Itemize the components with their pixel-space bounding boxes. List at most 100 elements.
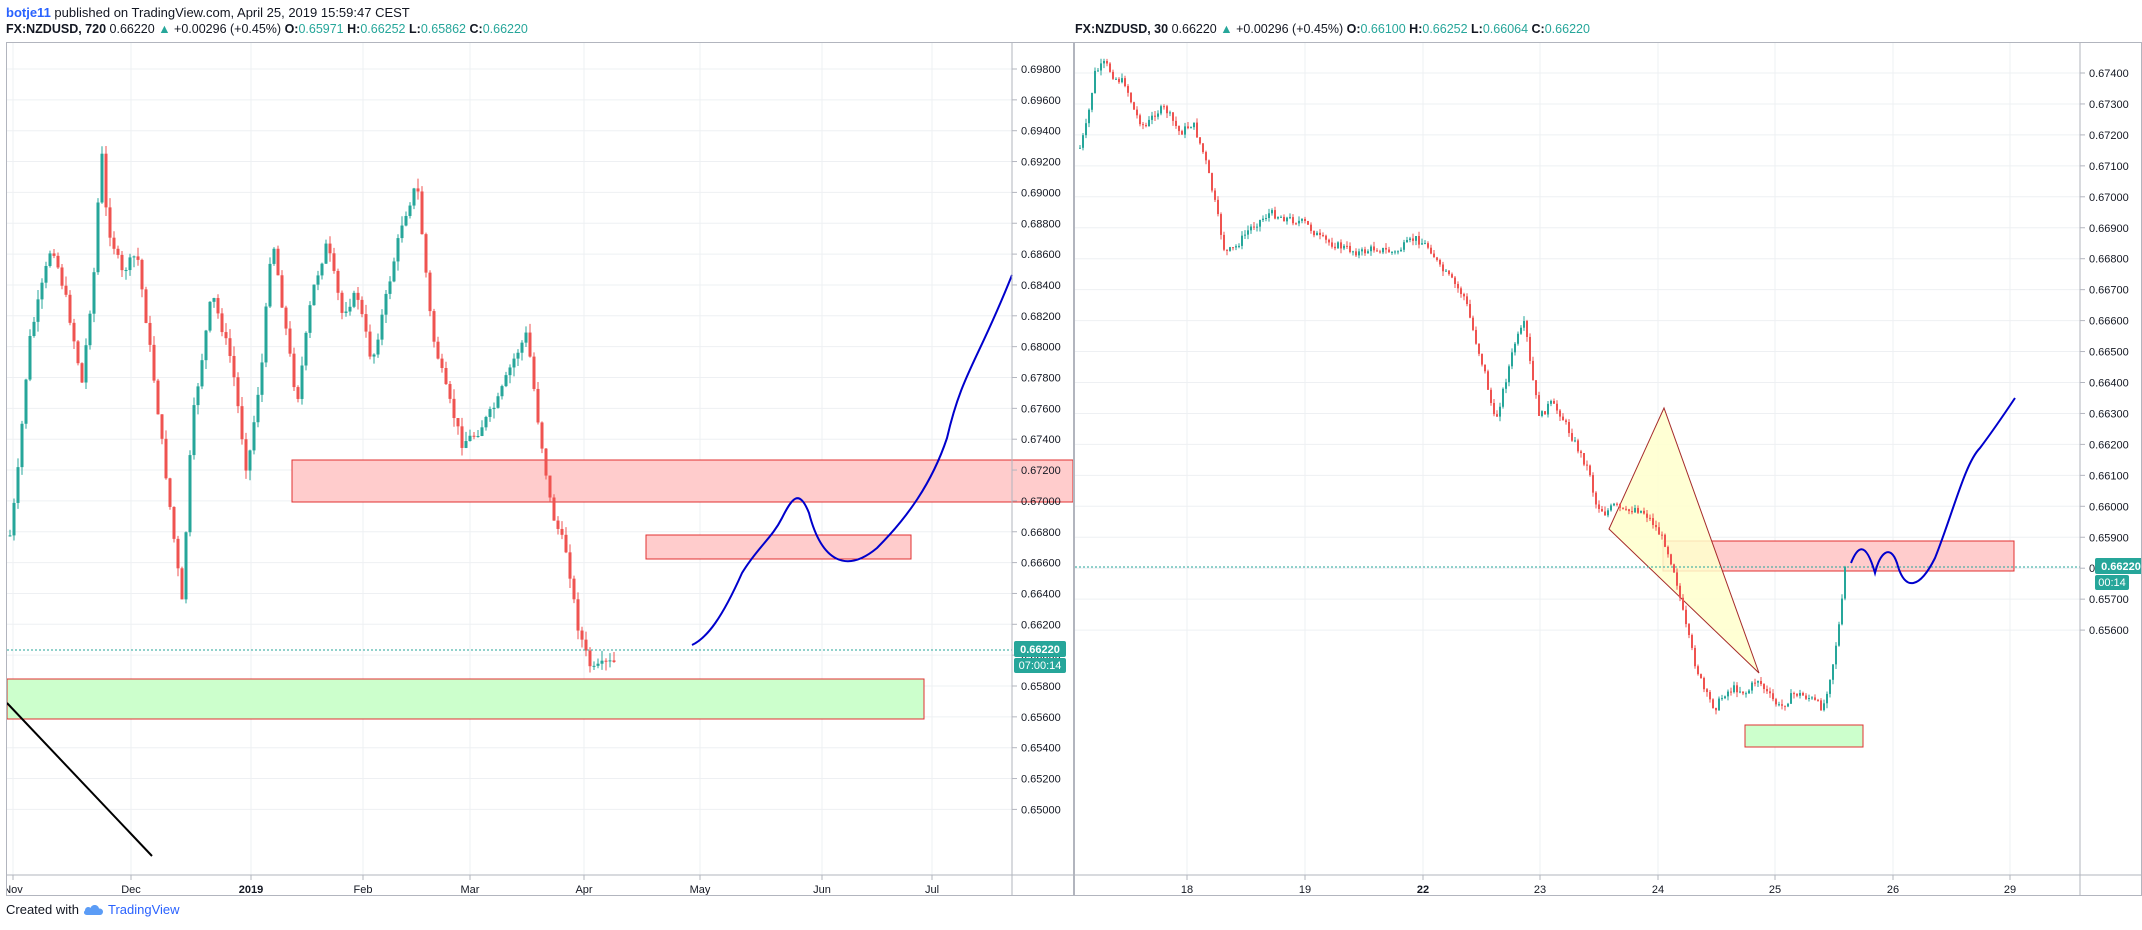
left-chart-panel[interactable]: 0.69800 0.69600 0.69400 0.69200 0.69000 0.688… xyxy=(3,42,1074,896)
right-price-tag xyxy=(2095,558,2142,574)
left-chart-canvas[interactable]: 0.69800 0.69600 0.69400 0.69200 0.69000 0.688… xyxy=(3,43,1074,896)
candle-body xyxy=(568,552,572,579)
candle-body xyxy=(1295,223,1297,225)
candle-body xyxy=(1499,406,1501,417)
candle-body xyxy=(1553,400,1555,404)
candle-body xyxy=(1541,411,1543,416)
candle-body xyxy=(464,441,468,448)
candle-body xyxy=(1571,433,1573,441)
candle-body xyxy=(1616,503,1618,505)
right-symbol[interactable]: FX:NZDUSD, 30 xyxy=(1075,22,1169,36)
time-tick-label: Jun xyxy=(813,884,831,895)
candle-body xyxy=(1565,420,1567,423)
candle-body xyxy=(1196,122,1198,138)
candle-body xyxy=(1331,242,1333,247)
right-chart-canvas[interactable]: 0.67400 0.67300 0.67200 0.67100 0.67000 0.669… xyxy=(1075,43,2142,896)
candle-body xyxy=(1220,214,1222,235)
candle-body xyxy=(1388,249,1390,253)
candle-body xyxy=(1082,135,1084,148)
candle-body xyxy=(1697,666,1699,675)
candle-body xyxy=(224,332,228,339)
candle-body xyxy=(1334,246,1336,249)
candle-body xyxy=(512,358,516,368)
candle-body xyxy=(1799,692,1801,696)
candle-body xyxy=(1535,380,1537,396)
candle-body xyxy=(256,394,260,423)
candle-body xyxy=(1139,115,1141,125)
candle-body xyxy=(1523,321,1525,328)
price-tick-label: 0.69000 xyxy=(1021,187,1061,199)
price-tick-label: 0.68400 xyxy=(1021,280,1061,292)
candle-body xyxy=(1550,400,1552,404)
candle-body xyxy=(600,660,604,664)
time-tick-label: 29 xyxy=(2004,884,2016,895)
left-time-axis[interactable]: Nov Dec 2019 Feb Mar Apr May Jun Jul xyxy=(3,875,939,896)
left-trend-line[interactable] xyxy=(6,702,153,857)
candle-body xyxy=(1529,336,1531,361)
candle-body xyxy=(1280,216,1282,218)
left-chart-legend: FX:NZDUSD, 720 0.66220 ▲ +0.00296 (+0.45… xyxy=(6,22,528,36)
candle-body xyxy=(1226,249,1228,251)
candle-body xyxy=(1094,70,1096,94)
right-chart-panel[interactable]: 0.67400 0.67300 0.67200 0.67100 0.67000 0.669… xyxy=(1074,42,2142,896)
price-tick-label: 0.66600 xyxy=(1021,558,1061,570)
candle-body xyxy=(1142,124,1144,126)
candle-body xyxy=(324,243,328,264)
resistance-zone[interactable] xyxy=(1662,540,2015,572)
candle-body xyxy=(1316,232,1318,236)
author-link[interactable]: botje11 xyxy=(6,5,51,20)
right-countdown-tag xyxy=(2095,575,2129,590)
candle-body xyxy=(524,332,528,343)
candle-body xyxy=(1682,597,1684,610)
left-symbol[interactable]: FX:NZDUSD, 720 xyxy=(6,22,107,36)
candle-body xyxy=(1748,690,1750,694)
candle-body xyxy=(120,254,124,271)
candle-body xyxy=(1418,236,1420,245)
resistance-zone-lower[interactable] xyxy=(645,534,912,560)
support-zone[interactable] xyxy=(6,678,925,720)
resistance-zone-upper[interactable] xyxy=(291,459,1074,503)
candle-body xyxy=(1154,115,1156,117)
right-time-axis[interactable]: 18 19 22 23 24 25 26 29 xyxy=(1181,875,2016,896)
candle-body xyxy=(1394,251,1396,253)
candle-body xyxy=(1838,624,1840,646)
left-close: 0.66220 xyxy=(482,22,528,36)
candle-body xyxy=(164,438,168,479)
left-projection-path[interactable] xyxy=(691,274,1013,646)
support-zone[interactable] xyxy=(1744,724,1864,748)
candle-body xyxy=(188,455,192,533)
candle-body xyxy=(348,306,352,312)
price-tick-label: 0.66900 xyxy=(2089,223,2129,235)
candle-body xyxy=(564,534,568,553)
candle-body xyxy=(1643,510,1645,514)
candle-body xyxy=(1217,199,1219,215)
candle-body xyxy=(192,405,196,456)
price-tick-label: 0.66500 xyxy=(2089,347,2129,359)
candle-body xyxy=(212,298,216,302)
candle-body xyxy=(1157,113,1159,117)
tradingview-brand-link[interactable]: TradingView xyxy=(108,902,180,917)
candle-body xyxy=(1841,598,1843,625)
left-high: 0.66252 xyxy=(360,22,406,36)
candle-body xyxy=(416,188,420,192)
price-tick-label: 0.66800 xyxy=(2089,254,2129,266)
candle-body xyxy=(1109,63,1111,72)
candle-body xyxy=(1817,699,1819,701)
time-tick-label: 24 xyxy=(1652,884,1664,895)
candle-body xyxy=(1277,217,1279,219)
left-low-label: L: xyxy=(409,22,421,36)
price-tick-label: 0.66200 xyxy=(2089,439,2129,451)
candle-body xyxy=(1526,321,1528,337)
candle-body xyxy=(1628,509,1630,512)
candle-body xyxy=(240,406,244,440)
right-price-axis[interactable]: 0.67400 0.67300 0.67200 0.67100 0.67000 0.669… xyxy=(2080,68,2129,637)
candle-body xyxy=(1415,236,1417,241)
candle-body xyxy=(1511,352,1513,367)
candle-body xyxy=(140,259,144,290)
candle-body xyxy=(1445,270,1447,272)
candle-body xyxy=(1202,143,1204,153)
candle-body xyxy=(1667,546,1669,555)
left-price-axis[interactable]: 0.69800 0.69600 0.69400 0.69200 0.69000 0.688… xyxy=(1012,64,1061,816)
right-projection-path[interactable] xyxy=(1850,397,2016,585)
right-open-label: O: xyxy=(1346,22,1361,36)
